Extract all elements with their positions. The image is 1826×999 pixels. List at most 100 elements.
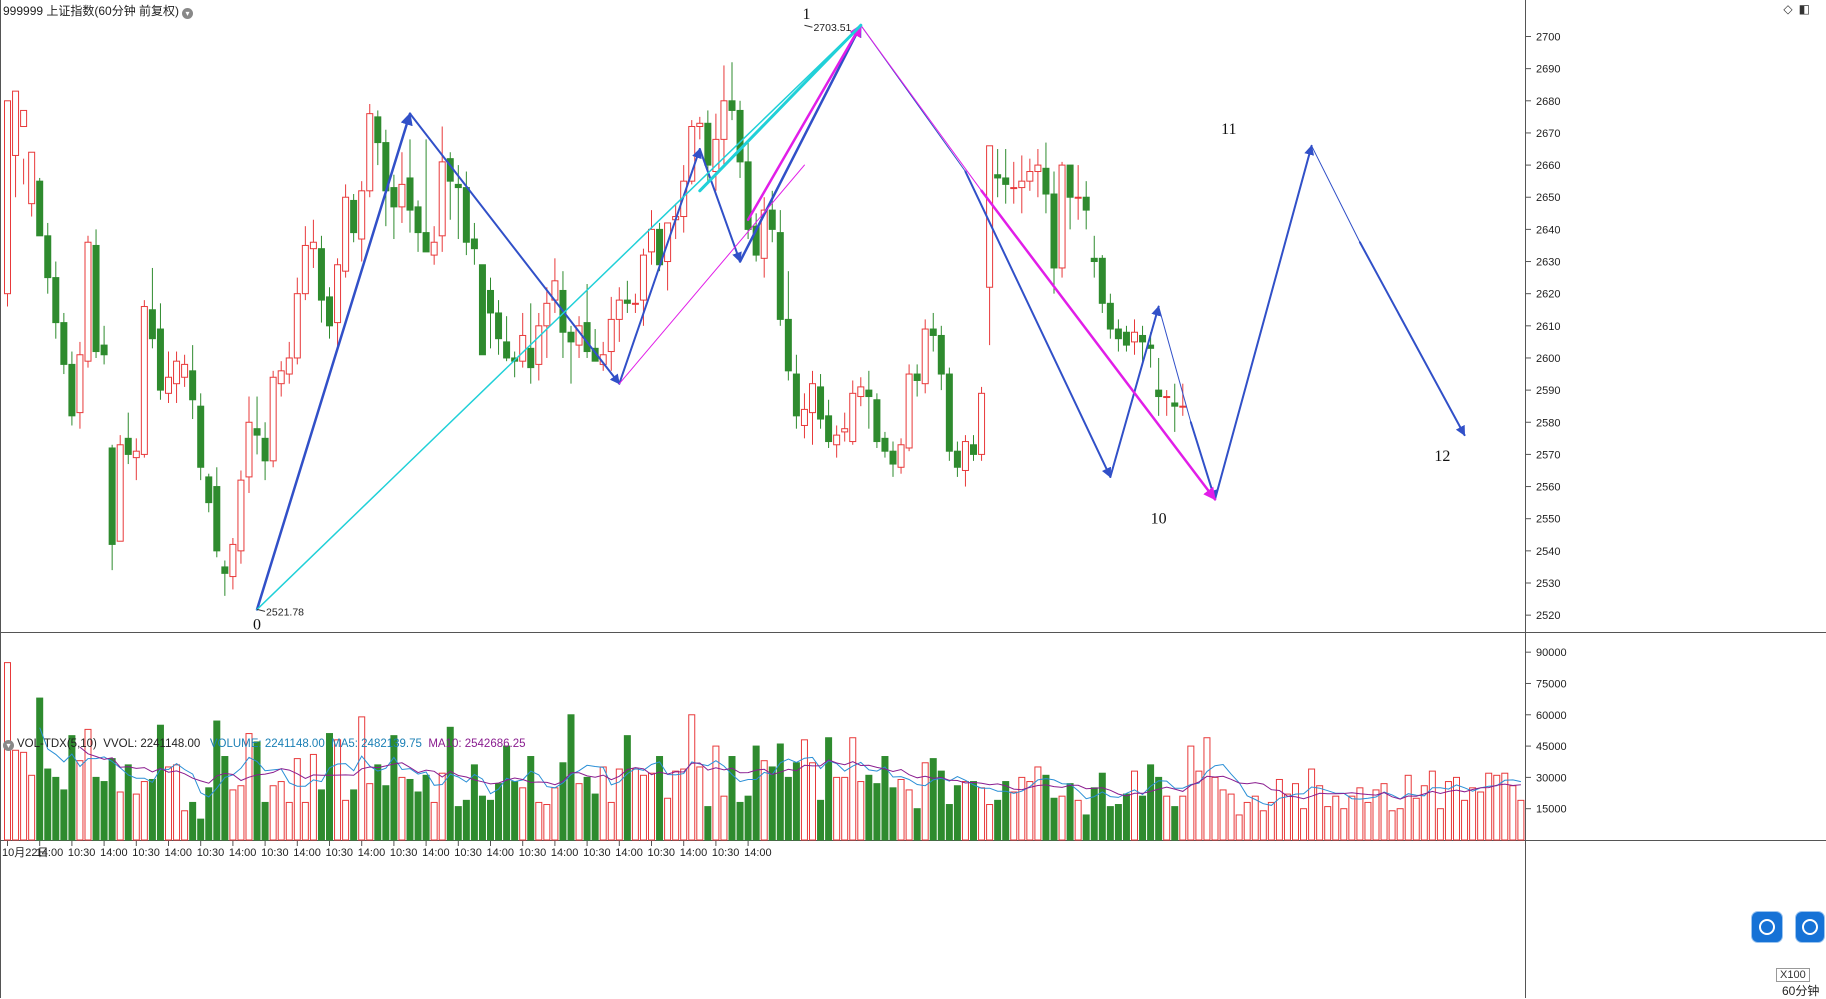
volume-bar-up — [1477, 791, 1485, 841]
candle-body — [535, 325, 543, 365]
volume-bar-down — [656, 756, 664, 841]
volume-bar-up — [1203, 737, 1211, 841]
volume-bar-up — [1010, 791, 1018, 841]
volume-bar-down — [744, 795, 752, 841]
candle-body — [841, 428, 849, 433]
candle-up — [519, 312, 527, 368]
volume-bar-down — [221, 756, 229, 841]
candle-up — [1179, 383, 1187, 416]
candle-down — [728, 62, 736, 121]
candle-up — [438, 126, 446, 252]
candle-up — [181, 354, 189, 387]
volume-bar-down — [503, 745, 511, 841]
volume-bar-up — [1324, 806, 1332, 841]
candle-up — [12, 90, 20, 198]
price-y-tick-label: 2560 — [1536, 482, 1560, 494]
candle-up — [696, 116, 704, 140]
candle-body — [1034, 164, 1042, 173]
candle-up — [165, 351, 172, 403]
candle-down — [92, 229, 100, 358]
candle-up — [1131, 319, 1138, 355]
candle-down — [945, 367, 953, 461]
diamond-icon[interactable]: ◇ — [1783, 2, 1793, 16]
remote-control-icon[interactable] — [1752, 912, 1782, 942]
candle-up — [358, 181, 366, 262]
volume-bar-up — [664, 797, 672, 841]
price-y-tick-label: 2530 — [1536, 578, 1560, 590]
candle-up — [116, 435, 124, 542]
wave-line-magenta — [746, 24, 863, 221]
candle-up — [293, 277, 301, 365]
candle-down — [60, 312, 68, 375]
candle-body — [1018, 180, 1026, 189]
price-y-tick-label: 2620 — [1536, 289, 1560, 301]
volume-bar-up — [1461, 799, 1469, 841]
wave-line-blue — [255, 112, 413, 611]
candle-down — [881, 431, 889, 458]
indicator-menu-icon[interactable]: ▾ — [3, 740, 14, 751]
price-y-tick-label: 2580 — [1536, 417, 1560, 429]
price-y-tick-label: 2600 — [1536, 353, 1560, 365]
candle-body — [1010, 187, 1018, 190]
volume-bar-down — [752, 745, 760, 841]
candle-body — [1074, 196, 1082, 199]
wave-line-blue — [1358, 241, 1466, 437]
candle-body — [253, 428, 261, 436]
volume-bar-down — [253, 741, 261, 841]
volume-bar-up — [1509, 785, 1517, 841]
volume-y-tick-label: 90000 — [1536, 647, 1567, 659]
volume-bar-up — [165, 766, 172, 841]
x-tick-label: 10:30 — [68, 847, 96, 859]
candle-body — [897, 444, 905, 468]
remote-control-icon-2[interactable] — [1796, 912, 1824, 942]
candle-down — [953, 441, 961, 477]
volume-bar-up — [535, 801, 543, 841]
volume-bar-up — [1243, 801, 1251, 841]
candle-body — [84, 241, 92, 362]
volume-y-tick-label: 75000 — [1536, 678, 1567, 690]
candle-body — [776, 232, 784, 320]
volume-bar-up — [116, 791, 124, 841]
candle-down — [1090, 235, 1098, 278]
volume-bar-down — [1002, 781, 1010, 841]
candle-body — [374, 116, 382, 144]
volume-bar-up — [277, 781, 285, 841]
candle-down — [1114, 319, 1122, 352]
title-dropdown-icon[interactable]: ▾ — [182, 8, 194, 19]
candle-down — [478, 264, 486, 356]
candle-body — [52, 277, 60, 324]
candle-body — [92, 244, 100, 353]
candle-body — [728, 100, 736, 111]
volume-bar-down — [881, 756, 889, 841]
candle-body — [213, 486, 221, 552]
panel-toggle-icon[interactable]: ◧ — [1798, 2, 1810, 16]
candle-body — [148, 309, 156, 340]
volume-bar-up — [1251, 795, 1259, 841]
candle-body — [1090, 257, 1098, 263]
wave-pivot-label: 11 — [1221, 121, 1236, 138]
volume-bar-up — [575, 783, 583, 841]
volume-bar-down — [317, 789, 325, 841]
volume-bar-up — [1131, 770, 1138, 841]
candle-body — [132, 450, 140, 459]
price-y-tick-label: 2630 — [1536, 257, 1560, 269]
volume-bar-down — [124, 764, 132, 841]
candle-down — [970, 435, 977, 461]
candle-up — [342, 184, 350, 278]
candle-up — [334, 258, 342, 349]
volume-bar-up — [1018, 776, 1026, 841]
candle-up — [140, 300, 148, 458]
candle-down — [156, 303, 164, 400]
volume-bar-up — [1163, 795, 1171, 841]
candle-body — [961, 441, 969, 471]
volume-ma10-line — [79, 746, 1521, 800]
period-label[interactable]: 60分钟 — [1782, 984, 1820, 998]
volume-bar-up — [1026, 781, 1034, 841]
candle-body — [760, 209, 768, 259]
volume-bar-up — [132, 793, 140, 841]
volume-bar-down — [817, 799, 825, 841]
candle-body — [1139, 334, 1147, 343]
volume-bar-up — [4, 662, 11, 841]
wave-line-blue — [1311, 145, 1361, 243]
